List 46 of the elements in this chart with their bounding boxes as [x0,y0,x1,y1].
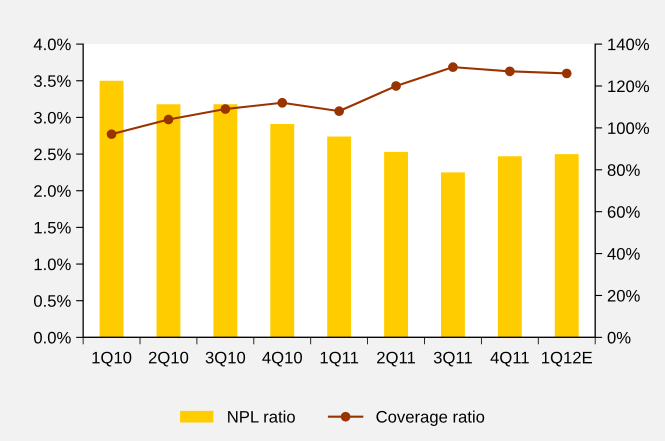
x-tick-label: 4Q10 [262,352,302,366]
x-tick-label: 3Q10 [206,352,246,366]
point [334,106,344,116]
y2-tick-label: 40% [607,248,640,260]
x-tick-label: 1Q11 [320,352,358,366]
y-tick-label: 3.0% [34,112,71,124]
x-tick-label: 2Q10 [148,352,188,366]
y-tick-label: 2.5% [34,148,71,160]
y-tick-label: 0.5% [34,295,71,307]
bar [100,80,124,338]
x-tick-label: 4Q11 [490,352,529,366]
point [277,98,288,108]
y-tick-label: 0.0% [34,332,71,344]
y2-tick-label: 0% [608,332,630,344]
y-tick-label: 3.5% [34,75,71,87]
point [220,104,230,114]
bar [327,136,352,338]
x-tick-label: 2Q11 [377,352,416,366]
bar [498,156,522,338]
legend-label: NPL ratio [228,410,295,423]
point [562,68,572,78]
y-tick-label: 1.0% [34,258,71,270]
y2-tick-label: 60% [608,206,640,218]
y2-tick-label: 80% [608,164,640,176]
y-tick-label: 4.0% [34,38,71,50]
bar [213,104,238,338]
x-tick-label: 1Q12E [542,352,592,366]
point [504,66,515,76]
bar [270,124,294,338]
bar [384,152,408,338]
y-tick-label: 1.5% [34,222,71,234]
point [164,114,174,124]
x-tick-label: 3Q11 [434,352,472,366]
y2-tick-label: 140% [608,38,650,50]
point [448,62,458,72]
x-tick-label: 1Q10 [92,352,132,366]
y2-tick-label: 20% [608,290,640,302]
legend-label: Coverage ratio [376,410,484,426]
bar [554,154,579,338]
point [106,129,116,140]
bar [440,172,465,338]
y-tick-label: 2.0% [34,185,71,197]
y2-tick-label: 120% [608,80,650,92]
y2-tick-label: 100% [608,122,650,134]
bar [156,104,180,338]
point [391,81,401,91]
